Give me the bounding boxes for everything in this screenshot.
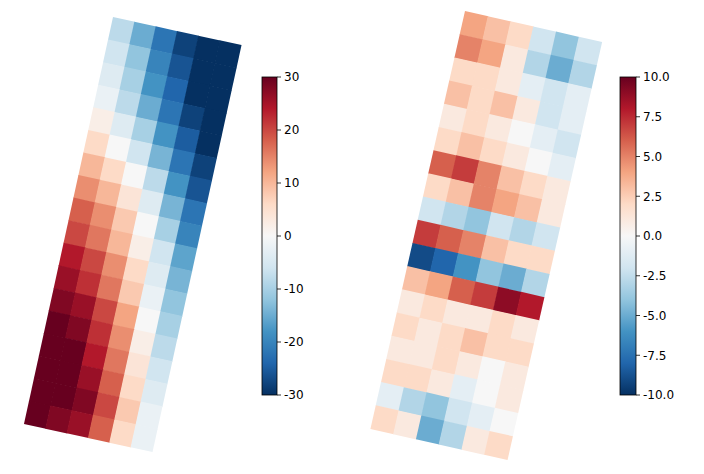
colorbar-tick-label: 5.0	[643, 150, 662, 164]
colorbar-tick	[636, 395, 640, 396]
colorbar-tick-label: 2.5	[643, 190, 662, 204]
colorbar-tick-label: 30	[284, 70, 299, 84]
colorbar-tick-label: -30	[284, 388, 304, 402]
colorbar-tick-label: -7.5	[643, 349, 666, 363]
colorbar-tick-label: 10	[284, 176, 299, 190]
colorbar-tick	[636, 275, 640, 276]
colorbar-tick	[277, 236, 281, 237]
colorbar-tick	[277, 395, 281, 396]
heatmap-panel	[370, 11, 602, 460]
colorbar-tick-label: -10	[284, 282, 304, 296]
colorbar-tick-label: 0	[284, 229, 292, 243]
colorbar-tick	[636, 315, 640, 316]
colorbar-tick	[277, 130, 281, 131]
colorbar-tick	[636, 196, 640, 197]
colorbar-tick-label: 7.5	[643, 110, 662, 124]
colorbar-tick	[277, 289, 281, 290]
heatmap-cell	[131, 424, 158, 452]
colorbar-tick-label: 20	[284, 123, 299, 137]
colorbar-tick-label: -5.0	[643, 309, 666, 323]
colorbar-tick-label: -2.5	[643, 269, 666, 283]
heatmap-cell	[484, 431, 513, 460]
colorbar-tick	[636, 236, 640, 237]
colorbar-tick-label: -20	[284, 335, 304, 349]
colorbar-tick	[636, 156, 640, 157]
colorbar-tick	[277, 77, 281, 78]
figure: -30 -20 -10 0 10 20 30 -10.0 -7.5 -5.0 -2.5 0.0 2.5 5…	[0, 0, 704, 474]
heatmap-panel	[24, 17, 242, 452]
colorbar: -30 -20 -10 0 10 20 30	[262, 70, 304, 402]
colorbar-tick	[636, 77, 640, 78]
colorbar-tick-label: 0.0	[643, 229, 662, 243]
colorbar-body	[620, 77, 636, 395]
colorbar-body	[262, 77, 277, 395]
colorbar-tick-label: 10.0	[643, 70, 670, 84]
colorbar-tick	[277, 342, 281, 343]
colorbar-tick-label: -10.0	[643, 388, 674, 402]
colorbar: -10.0 -7.5 -5.0 -2.5 0.0 2.5 5.0 7.5 10.0	[620, 70, 674, 402]
colorbar-tick	[277, 183, 281, 184]
colorbar-tick	[636, 355, 640, 356]
colorbar-tick	[636, 116, 640, 117]
